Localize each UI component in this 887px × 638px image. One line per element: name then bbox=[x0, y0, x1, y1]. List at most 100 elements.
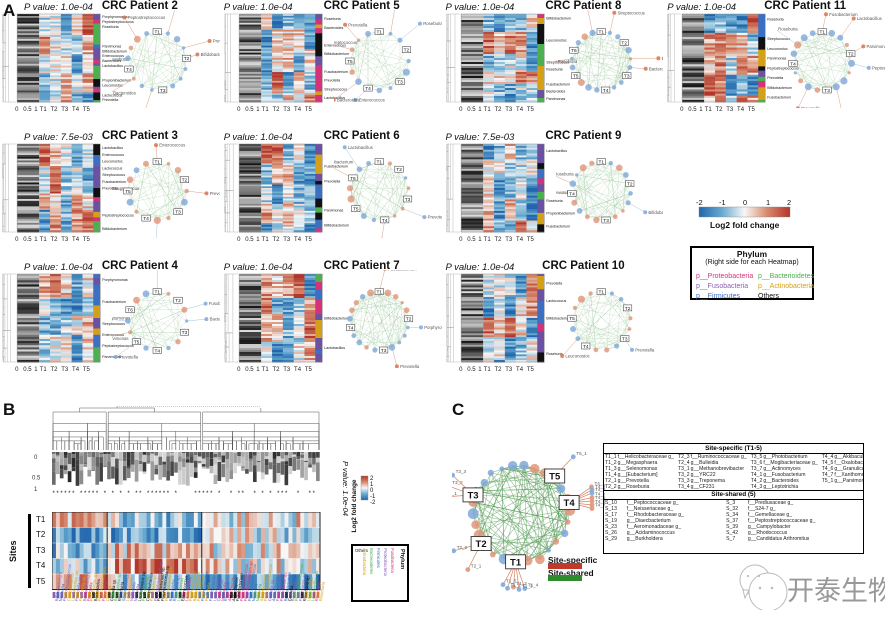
svg-text:T5: T5 bbox=[526, 237, 534, 243]
svg-text:T4: T4 bbox=[382, 218, 388, 224]
svg-text:T4: T4 bbox=[126, 67, 132, 73]
svg-text:T5: T5 bbox=[83, 367, 91, 373]
svg-text:T3: T3 bbox=[61, 237, 69, 243]
svg-text:T3: T3 bbox=[61, 107, 69, 113]
svg-text:T2: T2 bbox=[272, 107, 280, 113]
svg-text:T6: T6 bbox=[571, 48, 577, 54]
svg-text:T5: T5 bbox=[526, 107, 534, 113]
svg-text:T4: T4 bbox=[516, 107, 524, 113]
svg-text:T1: T1 bbox=[261, 237, 269, 243]
svg-text:T1: T1 bbox=[154, 30, 160, 36]
svg-text:Roseburia: Roseburia bbox=[778, 27, 798, 32]
svg-text:T4: T4 bbox=[72, 107, 80, 113]
svg-text:T2: T2 bbox=[272, 367, 280, 373]
svg-text:T2: T2 bbox=[396, 167, 402, 173]
svg-text:T3: T3 bbox=[825, 88, 831, 94]
svg-text:T4: T4 bbox=[602, 88, 608, 94]
svg-text:T3: T3 bbox=[283, 237, 291, 243]
svg-text:T3: T3 bbox=[505, 237, 513, 243]
svg-text:T4: T4 bbox=[737, 107, 745, 113]
svg-text:T3: T3 bbox=[603, 218, 609, 224]
svg-text:T4: T4 bbox=[790, 61, 796, 67]
svg-text:T4: T4 bbox=[143, 216, 149, 222]
svg-text:T2: T2 bbox=[184, 56, 190, 62]
svg-text:T1: T1 bbox=[376, 30, 382, 36]
svg-text:T3: T3 bbox=[727, 107, 735, 113]
svg-text:T1: T1 bbox=[598, 160, 604, 166]
svg-text:T5: T5 bbox=[305, 237, 313, 243]
svg-text:T4: T4 bbox=[516, 237, 524, 243]
svg-text:0.5: 0.5 bbox=[245, 367, 254, 373]
svg-text:T4: T4 bbox=[516, 367, 524, 373]
svg-text:T4: T4 bbox=[294, 367, 302, 373]
svg-text:T5: T5 bbox=[83, 237, 91, 243]
svg-text:T4: T4 bbox=[365, 86, 371, 92]
svg-text:0.5: 0.5 bbox=[23, 237, 32, 243]
svg-text:0.5: 0.5 bbox=[688, 107, 697, 113]
svg-text:T1: T1 bbox=[483, 367, 491, 373]
svg-text:T3: T3 bbox=[182, 330, 188, 336]
svg-text:T1: T1 bbox=[40, 237, 48, 243]
svg-text:T1: T1 bbox=[820, 30, 826, 36]
svg-text:T2: T2 bbox=[50, 367, 58, 373]
svg-text:T3: T3 bbox=[61, 367, 69, 373]
svg-text:T2: T2 bbox=[182, 178, 188, 184]
svg-text:Roseburia: Roseburia bbox=[556, 172, 574, 177]
svg-text:T2: T2 bbox=[406, 317, 412, 323]
svg-text:T2: T2 bbox=[626, 182, 632, 188]
svg-text:T2: T2 bbox=[403, 48, 409, 54]
svg-text:T3: T3 bbox=[404, 197, 410, 203]
svg-text:T4: T4 bbox=[348, 325, 354, 331]
svg-text:Streptococcus: Streptococcus bbox=[334, 40, 357, 45]
svg-text:T4: T4 bbox=[569, 191, 575, 197]
svg-text:T3: T3 bbox=[505, 367, 513, 373]
svg-text:T2: T2 bbox=[494, 107, 502, 113]
svg-text:T3: T3 bbox=[623, 74, 629, 80]
svg-text:T2: T2 bbox=[50, 107, 58, 113]
svg-text:T3: T3 bbox=[283, 367, 291, 373]
svg-text:T3: T3 bbox=[283, 107, 291, 113]
svg-text:Prevotella: Prevotella bbox=[348, 22, 368, 27]
svg-text:T1: T1 bbox=[705, 107, 713, 113]
svg-text:T3: T3 bbox=[397, 80, 403, 86]
svg-text:Streptococcus: Streptococcus bbox=[617, 10, 644, 15]
svg-text:0.5: 0.5 bbox=[467, 367, 476, 373]
svg-text:Lactobacillus: Lactobacillus bbox=[857, 16, 882, 21]
svg-text:T4: T4 bbox=[72, 237, 80, 243]
svg-text:0.5: 0.5 bbox=[467, 237, 476, 243]
svg-text:T1: T1 bbox=[261, 107, 269, 113]
svg-text:Fusobacterium: Fusobacterium bbox=[388, 270, 417, 271]
svg-text:T2: T2 bbox=[272, 237, 280, 243]
svg-text:T4: T4 bbox=[294, 107, 302, 113]
svg-text:T1: T1 bbox=[483, 107, 491, 113]
svg-text:T2: T2 bbox=[716, 107, 724, 113]
svg-text:T5: T5 bbox=[134, 340, 140, 346]
svg-text:0.5: 0.5 bbox=[245, 107, 254, 113]
svg-text:T4: T4 bbox=[294, 237, 302, 243]
svg-text:T4: T4 bbox=[154, 348, 160, 354]
svg-text:T2: T2 bbox=[848, 52, 854, 58]
svg-text:Prevotella: Prevotella bbox=[210, 191, 220, 196]
svg-text:T5: T5 bbox=[347, 59, 353, 65]
svg-text:Bacteroides: Bacteroides bbox=[210, 317, 220, 322]
svg-text:Roseburia: Roseburia bbox=[423, 21, 442, 26]
svg-text:Bifidobacterium: Bifidobacterium bbox=[648, 210, 663, 215]
svg-text:Enterococcus: Enterococcus bbox=[159, 143, 185, 148]
svg-text:Parvimonas: Parvimonas bbox=[112, 336, 128, 341]
svg-text:T6: T6 bbox=[127, 308, 133, 314]
svg-text:T3: T3 bbox=[505, 107, 513, 113]
svg-text:Prevotella: Prevotella bbox=[400, 364, 420, 368]
svg-text:Bifidobacterium: Bifidobacterium bbox=[661, 56, 663, 61]
svg-text:Bifidobacterium: Bifidobacterium bbox=[201, 52, 220, 57]
svg-text:0.5: 0.5 bbox=[245, 237, 254, 243]
svg-text:T1: T1 bbox=[376, 290, 382, 296]
svg-text:T2: T2 bbox=[50, 237, 58, 243]
svg-text:Lactobacillus: Lactobacillus bbox=[348, 145, 373, 150]
svg-text:T1: T1 bbox=[261, 367, 269, 373]
svg-text:Enterococcus: Enterococcus bbox=[358, 98, 384, 103]
svg-text:T5: T5 bbox=[305, 107, 313, 113]
svg-text:T1: T1 bbox=[376, 160, 382, 166]
svg-text:0.5: 0.5 bbox=[467, 107, 476, 113]
svg-text:T2: T2 bbox=[494, 367, 502, 373]
svg-text:T4: T4 bbox=[72, 367, 80, 373]
